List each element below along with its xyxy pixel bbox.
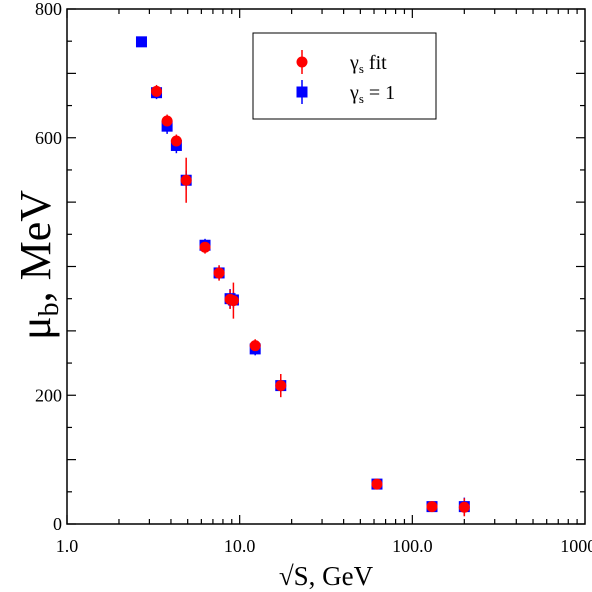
tick-labels-layer: 1.0 10.0 100.0 1000.0 0 200 600 800 — [35, 0, 592, 556]
points-layer — [135, 36, 470, 513]
x-tick-label: 1.0 — [56, 536, 79, 556]
x-tick-label: 1000.0 — [560, 536, 592, 556]
gamma-one-point — [135, 36, 147, 48]
y-axis-title-main: μ — [11, 316, 60, 340]
y-tick-label: 600 — [35, 128, 62, 148]
legend-fit-label-main: γ — [349, 52, 359, 74]
plot-frame — [66, 8, 586, 525]
fit-point — [199, 241, 211, 253]
legend-one-label: γs = 1 — [349, 82, 395, 106]
legend: γs fit γs = 1 — [252, 32, 437, 120]
legend-fit-marker — [296, 56, 308, 68]
fit-point — [161, 115, 173, 127]
y-axis-title: μb, MeV — [11, 190, 65, 340]
fit-point — [458, 501, 470, 513]
x-tick-label: 10.0 — [224, 536, 256, 556]
fit-point — [180, 174, 192, 186]
legend-box — [252, 32, 437, 120]
fit-point — [213, 267, 225, 279]
x-axis-title: √S, GeV — [279, 561, 374, 591]
y-axis-title-sub: b — [34, 302, 65, 316]
fit-point — [426, 501, 438, 513]
fit-point — [227, 295, 239, 307]
fit-point — [151, 85, 163, 97]
fit-point — [249, 340, 261, 352]
fit-point — [275, 380, 287, 392]
legend-one-label-rest: = 1 — [364, 82, 395, 104]
legend-fit-label-rest: fit — [364, 52, 387, 74]
legend-one-label-sub: s — [359, 91, 364, 106]
legend-one-label-main: γ — [349, 82, 359, 104]
y-tick-label: 800 — [35, 0, 62, 19]
y-tick-label: 0 — [53, 514, 62, 534]
y-tick-label: 200 — [35, 385, 62, 405]
fit-point — [371, 478, 383, 490]
legend-fit-label-sub: s — [359, 61, 364, 76]
ticks-layer — [66, 8, 585, 525]
fit-point — [170, 135, 182, 147]
x-tick-label: 100.0 — [392, 536, 433, 556]
legend-one-marker — [296, 86, 308, 98]
y-axis-title-rest: , MeV — [11, 190, 60, 303]
legend-fit-label: γs fit — [349, 52, 387, 76]
